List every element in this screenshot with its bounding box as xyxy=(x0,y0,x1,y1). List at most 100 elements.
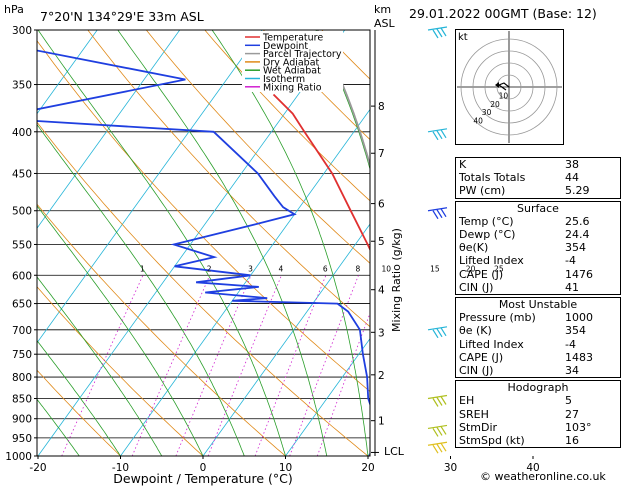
mixing-ratio-label: 20 xyxy=(466,264,476,273)
mixing-ratio-label: 25 xyxy=(494,264,504,273)
height-tick-label: 5 xyxy=(378,236,385,248)
dry-adiabat xyxy=(145,30,370,264)
copyright: © weatheronline.co.uk xyxy=(480,470,606,483)
y-axis-label: Mixing Ratio (g/kg) xyxy=(390,228,403,332)
mixing-ratio-label: 3 xyxy=(248,264,253,273)
wind-barb-icon xyxy=(427,326,448,339)
temperature-profile xyxy=(272,93,370,252)
hodograph-ring-label: 40 xyxy=(473,117,483,126)
mixing-ratio-line xyxy=(131,275,211,456)
temperature-tick-label: 10 xyxy=(279,462,292,474)
info-row: CAPE (J) 1476 xyxy=(456,268,620,281)
mixing-ratio-line xyxy=(175,275,252,456)
hodograph-ring-label: 30 xyxy=(482,108,492,117)
info-label: K xyxy=(459,158,467,171)
legend-label: Dry Adiabat xyxy=(263,57,320,68)
hpa-label: hPa xyxy=(4,3,24,16)
pressure-label: 850 xyxy=(12,393,32,405)
dry-adiabat xyxy=(37,203,286,456)
info-label: CAPE (J) xyxy=(459,267,504,281)
mixing-ratio-line xyxy=(316,312,370,456)
parcel-trajectory xyxy=(316,30,370,169)
wet-adiabat xyxy=(37,205,204,456)
info-row: Totals Totals 44 xyxy=(456,171,620,184)
wet-adiabat xyxy=(315,30,370,171)
dry-adiabat xyxy=(37,369,121,456)
info-row: Lifted Index -4 xyxy=(456,254,620,267)
legend-label: Temperature xyxy=(262,33,323,44)
mixing-ratio-label: 8 xyxy=(356,264,361,273)
pressure-label: 600 xyxy=(12,270,32,282)
legend-label: Wet Adiabat xyxy=(263,66,321,77)
wind-barb-icon xyxy=(427,394,448,407)
pressure-label: 650 xyxy=(12,299,32,311)
info-label: PW (cm) xyxy=(459,184,506,198)
wind-barb-icon xyxy=(427,26,448,39)
info-label: θe(K) xyxy=(459,241,489,255)
pressure-label: 750 xyxy=(12,349,32,361)
pressure-label: 550 xyxy=(12,239,32,251)
info-label: θe (K) xyxy=(459,324,492,338)
info-value: 38 xyxy=(565,158,579,171)
hodograph-ring-label: 10 xyxy=(499,91,509,100)
pressure-label: 800 xyxy=(12,372,32,384)
temperature-tick-label: 30 xyxy=(444,462,457,474)
info-row: K 38 xyxy=(456,158,620,171)
info-value: -4 xyxy=(565,337,576,351)
info-label: CIN (J) xyxy=(459,364,494,378)
pressure-label: 950 xyxy=(12,433,32,445)
chart-axes: 1 2 3 4 6 8 10 15 20 2530035040045050055060065070… xyxy=(5,25,539,474)
pressure-label: 700 xyxy=(12,325,32,337)
info-label: StmDir xyxy=(459,420,498,434)
pressure-label: 900 xyxy=(12,414,32,426)
pressure-label: 350 xyxy=(12,80,32,92)
pressure-label: 500 xyxy=(12,206,32,218)
chart-grid xyxy=(37,30,451,456)
x-axis-label: Dewpoint / Temperature (°C) xyxy=(113,471,292,486)
wet-adiabat xyxy=(415,30,451,456)
height-tick-label: 2 xyxy=(378,370,385,382)
pressure-label: 300 xyxy=(12,25,32,37)
hodograph-ring xyxy=(472,50,546,124)
temperature-tick-label: 40 xyxy=(526,462,539,474)
mixing-ratio-label: 4 xyxy=(279,264,284,273)
legend-label: Mixing Ratio xyxy=(263,82,322,93)
isotherm xyxy=(285,337,370,456)
info-row: CIN (J) 41 xyxy=(456,281,620,294)
wet-adiabat xyxy=(37,398,80,456)
temperature-tick-label: -10 xyxy=(112,462,129,474)
info-row: θe(K) 354 xyxy=(456,241,620,254)
storm-motion-arrow-icon xyxy=(495,82,499,88)
mixing-ratio-line xyxy=(61,275,144,456)
mixing-ratio-label: 10 xyxy=(382,264,392,273)
hodograph-section: Hodograph EH 5 SREH 27 StmDir 103° StmSpd (kt)… xyxy=(455,380,621,449)
mixing-ratio-label: 15 xyxy=(430,264,440,273)
info-row: Lifted Index -4 xyxy=(456,338,620,351)
hodograph-ring xyxy=(460,38,558,136)
info-value: 103° xyxy=(565,420,592,434)
wet-adiabat xyxy=(37,339,121,456)
mixing-ratio-line xyxy=(207,275,282,456)
km-label: km xyxy=(374,3,391,16)
dry-adiabat xyxy=(37,40,370,393)
dewpoint-profile xyxy=(37,49,370,407)
temperature-tick-label: -20 xyxy=(29,462,46,474)
info-row: PW (cm) 5.29 xyxy=(456,184,620,197)
info-row: SREH 27 xyxy=(456,408,620,421)
height-tick-label: 1 xyxy=(378,416,385,428)
mixing-ratio-label: 6 xyxy=(323,264,328,273)
temperature-tick-label: 20 xyxy=(361,462,374,474)
wet-adiabat xyxy=(37,30,286,456)
info-value: 25.6 xyxy=(565,214,590,228)
info-value: 5.29 xyxy=(565,184,590,198)
dry-adiabat xyxy=(37,121,369,456)
info-row: CIN (J) 34 xyxy=(456,364,620,377)
wind-barb-icon xyxy=(427,207,448,220)
info-row: CAPE (J) 1483 xyxy=(456,351,620,364)
hodograph-ring-label: 20 xyxy=(490,100,500,109)
info-label: Totals Totals xyxy=(459,171,526,185)
wet-adiabat xyxy=(211,30,369,456)
